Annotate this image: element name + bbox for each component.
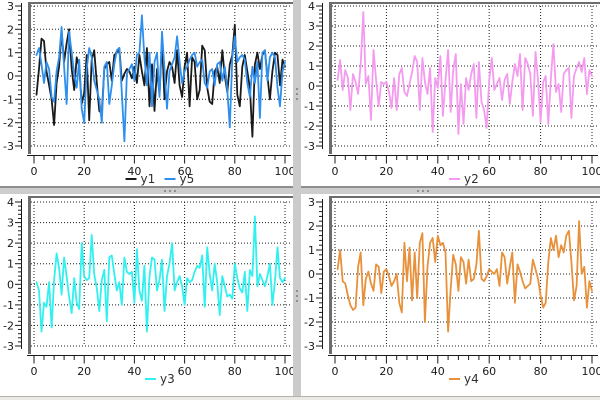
plot-panel-y4: -3 -2 -1 0 1 2 3 0 20 40 60 80 100 y4 — [301, 194, 600, 396]
canvas-frame-top — [28, 196, 293, 198]
y-tick-label: -1 — [304, 100, 315, 113]
y-tick-label: 0 — [308, 80, 315, 93]
canvas-frame-top — [28, 2, 293, 4]
vertical-splitter[interactable] — [293, 0, 301, 396]
y-tick-label: -2 — [3, 117, 14, 130]
x-tick-label: 20 — [77, 365, 91, 378]
y-tick-label: 4 — [308, 0, 315, 13]
y-tick-label: 2 — [308, 40, 315, 53]
x-tick-label: 100 — [582, 165, 600, 178]
y-tick-label: -2 — [3, 319, 14, 332]
legend-label: y4 — [464, 372, 479, 386]
series-line-y3 — [35, 215, 286, 333]
x-tick-label: 20 — [379, 365, 393, 378]
x-tick-label: 40 — [431, 165, 445, 178]
x-tick-label: 20 — [379, 165, 393, 178]
plot-panel-y2: -3 -2 -1 0 1 2 3 4 0 20 40 60 80 100 y2 — [301, 0, 600, 186]
x-tick-label: 80 — [228, 165, 242, 178]
series-line-y5 — [35, 14, 286, 143]
series-line-y4 — [336, 220, 593, 333]
x-tick-label: 40 — [127, 365, 141, 378]
legend-entry-y5[interactable]: y5 — [164, 172, 195, 186]
y-tick-label: 2 — [308, 220, 315, 233]
x-tick-label: 0 — [332, 165, 339, 178]
y-tick-label: 0 — [7, 278, 14, 291]
y-tick-label: 2 — [7, 23, 14, 36]
y-tick-label: 1 — [7, 258, 14, 271]
x-tick-label: 60 — [482, 165, 496, 178]
series-line-y2 — [336, 11, 593, 135]
x-tick-label: 40 — [431, 365, 445, 378]
y-tick-label: -1 — [3, 93, 14, 106]
canvas-frame-left — [329, 196, 332, 354]
x-tick-label: 100 — [582, 365, 600, 378]
splitter-grip-icon — [296, 88, 298, 103]
y-tick-label: 3 — [308, 20, 315, 33]
legend-label: y5 — [180, 172, 195, 186]
plot-panel-y3: -3 -2 -1 0 1 2 3 4 0 20 40 60 80 100 y3 — [0, 194, 293, 396]
y-tick-label: -3 — [3, 140, 14, 153]
splitter-grip-icon — [296, 290, 298, 305]
legend-entry-y3[interactable]: y3 — [145, 372, 175, 386]
x-tick-label: 60 — [178, 165, 192, 178]
legend-label: y1 — [141, 172, 156, 186]
splitter-grip-icon — [164, 190, 179, 194]
canvas-frame-left — [28, 2, 31, 154]
y-tick-label: -1 — [304, 292, 315, 305]
y-tick-label: -3 — [304, 140, 315, 153]
y-tick-label: -2 — [304, 316, 315, 329]
window-bottom-border — [0, 396, 600, 400]
x-tick-label: 80 — [228, 365, 242, 378]
plot-panel-y1-y5: -3 -2 -1 0 1 2 3 0 20 40 60 80 100 y1 y5 — [0, 0, 293, 186]
x-tick-label: 100 — [275, 365, 294, 378]
legend-entry-y2[interactable]: y2 — [449, 172, 479, 186]
x-tick-label: 60 — [482, 365, 496, 378]
y-tick-label: -3 — [304, 340, 315, 353]
y-tick-label: 0 — [308, 268, 315, 281]
legend-entry-y4[interactable]: y4 — [449, 372, 479, 386]
x-tick-label: 0 — [332, 365, 339, 378]
x-tick-label: 80 — [534, 365, 548, 378]
canvas-frame-left — [329, 2, 332, 154]
canvas-frame-top — [329, 2, 600, 4]
canvas-frame-left — [28, 196, 31, 354]
y-tick-label: -2 — [304, 120, 315, 133]
y-tick-label: -1 — [3, 299, 14, 312]
y-tick-label: 3 — [308, 196, 315, 209]
splitter-grip-icon — [417, 190, 432, 194]
y-tick-label: 3 — [7, 217, 14, 230]
y-tick-label: 0 — [7, 70, 14, 83]
legend-entry-y1[interactable]: y1 — [125, 172, 156, 186]
legend-label: y2 — [464, 172, 479, 186]
x-tick-label: 60 — [178, 365, 192, 378]
y-tick-label: 1 — [7, 47, 14, 60]
x-tick-label: 80 — [534, 165, 548, 178]
y-tick-label: -3 — [3, 340, 14, 353]
plot-canvas[interactable]: -3 -2 -1 0 1 2 3 0 20 40 60 80 100 y1 y5 — [0, 0, 293, 186]
y-tick-label: 4 — [7, 196, 14, 209]
y-tick-label: 1 — [308, 244, 315, 257]
x-tick-label: 20 — [77, 165, 91, 178]
x-tick-label: 0 — [31, 165, 38, 178]
plot-canvas[interactable]: -3 -2 -1 0 1 2 3 0 20 40 60 80 100 y4 — [301, 194, 600, 396]
y-tick-label: 1 — [308, 60, 315, 73]
legend-label: y3 — [160, 372, 175, 386]
canvas-frame-top — [329, 196, 600, 198]
y-tick-label: 3 — [7, 0, 14, 13]
y-tick-label: 2 — [7, 237, 14, 250]
x-tick-label: 40 — [127, 165, 141, 178]
x-tick-label: 0 — [31, 365, 38, 378]
x-tick-label: 100 — [275, 165, 294, 178]
